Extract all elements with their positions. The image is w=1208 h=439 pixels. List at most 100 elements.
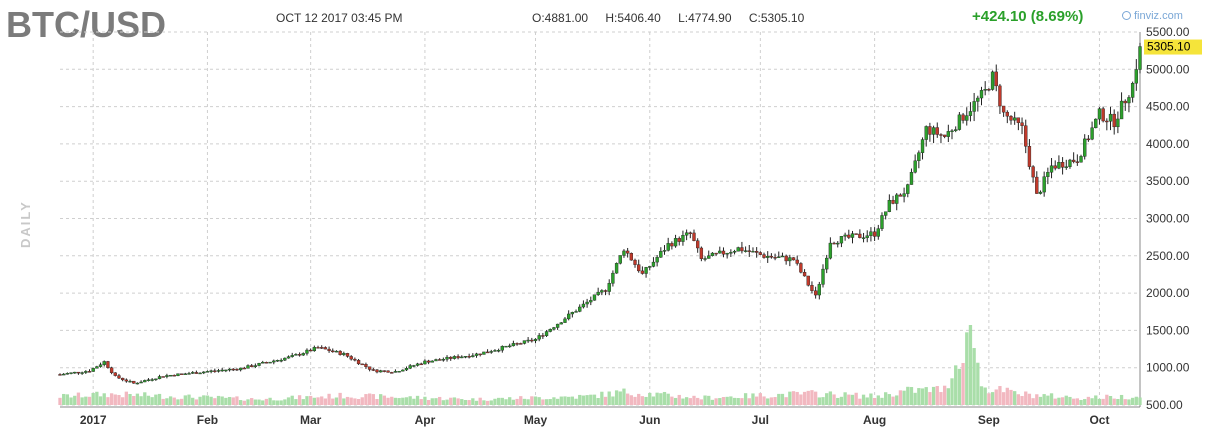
candle-body <box>143 380 147 383</box>
volume-bar <box>1064 395 1068 405</box>
candle-body <box>489 351 493 353</box>
candle-body <box>633 259 637 265</box>
volume-bar <box>721 397 726 405</box>
volume-bar <box>1001 392 1006 405</box>
candle-body <box>508 345 512 348</box>
candle-body <box>1127 97 1131 104</box>
volume-bar <box>320 396 324 405</box>
volume-bar <box>342 398 346 405</box>
volume-bar <box>511 399 516 405</box>
candle-body <box>574 311 578 313</box>
volume-bar <box>305 396 309 405</box>
candle-body <box>135 382 140 385</box>
x-tick-label: Feb <box>197 413 218 427</box>
volume-bar <box>990 392 995 405</box>
candle-body <box>205 371 210 373</box>
candle-body <box>128 380 132 383</box>
volume-bar <box>128 393 132 405</box>
candle-body <box>788 257 792 262</box>
candle-body <box>1105 120 1109 123</box>
volume-bar <box>670 396 674 405</box>
x-tick-label: Apr <box>415 413 436 427</box>
volume-bar <box>493 398 497 405</box>
volume-bar <box>397 398 401 405</box>
volume-bar <box>1086 396 1091 405</box>
volume-bar <box>290 395 294 405</box>
volume-bar <box>257 399 261 405</box>
candle-body <box>707 255 711 259</box>
candle-body <box>1083 138 1087 157</box>
volume-bar <box>515 398 519 405</box>
volume-bar <box>1057 397 1061 405</box>
candle-body <box>356 359 361 365</box>
volume-bar <box>718 398 722 405</box>
candle-body <box>132 380 136 384</box>
candle-body <box>861 237 866 239</box>
ticker-title: BTC/USD <box>6 4 166 45</box>
volume-bar <box>1053 398 1057 405</box>
quote-datetime: OCT 12 2017 03:45 PM <box>276 11 403 25</box>
volume-bar <box>799 394 803 405</box>
volume-bar <box>143 392 147 405</box>
volume-bar <box>1060 397 1065 405</box>
volume-bar <box>95 391 99 405</box>
volume-bar <box>187 394 191 405</box>
candle-body <box>202 371 206 374</box>
volume-bar <box>124 391 129 405</box>
volume-bar <box>1094 395 1098 405</box>
volume-bar <box>504 399 508 405</box>
volume-bar <box>603 396 608 405</box>
candle-body <box>555 323 560 328</box>
candle-body <box>692 232 696 241</box>
volume-bar <box>434 398 438 405</box>
candle-body <box>552 327 556 330</box>
candle-body <box>404 368 409 371</box>
candle-body <box>581 303 586 308</box>
candle-body <box>80 372 84 374</box>
volume-bar <box>924 387 928 405</box>
volume-bar <box>622 388 626 405</box>
candle-body <box>625 250 630 254</box>
volume-bar <box>334 397 339 405</box>
volume-bar <box>640 396 645 405</box>
volume-bar <box>533 396 538 405</box>
volume-bar <box>430 398 434 405</box>
volume-bar <box>928 392 932 405</box>
candle-body <box>806 275 810 286</box>
candle-body <box>736 247 740 252</box>
candle-body <box>648 266 652 268</box>
volume-bar <box>139 396 143 405</box>
candle-body <box>419 363 423 366</box>
candle-body <box>393 371 398 373</box>
finviz-logo-icon <box>1122 11 1131 20</box>
candle-body <box>939 134 943 136</box>
volume-bar <box>1119 394 1124 405</box>
volume-bar <box>242 400 246 405</box>
volume-bar <box>452 397 457 405</box>
volume-bar <box>998 386 1002 405</box>
candle-body <box>246 365 250 369</box>
volume-bar <box>98 396 103 405</box>
volume-bar <box>194 399 199 405</box>
candle-body <box>596 291 600 295</box>
volume-bar <box>522 398 527 405</box>
volume-bar <box>356 399 361 405</box>
candle-body <box>666 243 670 251</box>
candle-body <box>73 371 77 374</box>
candle-body <box>688 232 692 234</box>
volume-bar <box>773 397 777 405</box>
candle-body <box>880 215 884 229</box>
volume-bar <box>666 393 670 405</box>
candle-body <box>353 358 357 361</box>
candle-body <box>902 193 906 197</box>
candle-body <box>928 126 932 135</box>
candle-body <box>268 361 272 364</box>
candle-body <box>1130 83 1135 98</box>
finviz-watermark[interactable]: finviz.com <box>1122 10 1183 22</box>
candle-body <box>467 356 471 358</box>
volume-bar <box>404 397 409 405</box>
volume-bar <box>699 399 704 405</box>
volume-bar <box>1105 394 1109 405</box>
volume-bar <box>69 397 73 405</box>
volume-bar <box>968 325 973 405</box>
